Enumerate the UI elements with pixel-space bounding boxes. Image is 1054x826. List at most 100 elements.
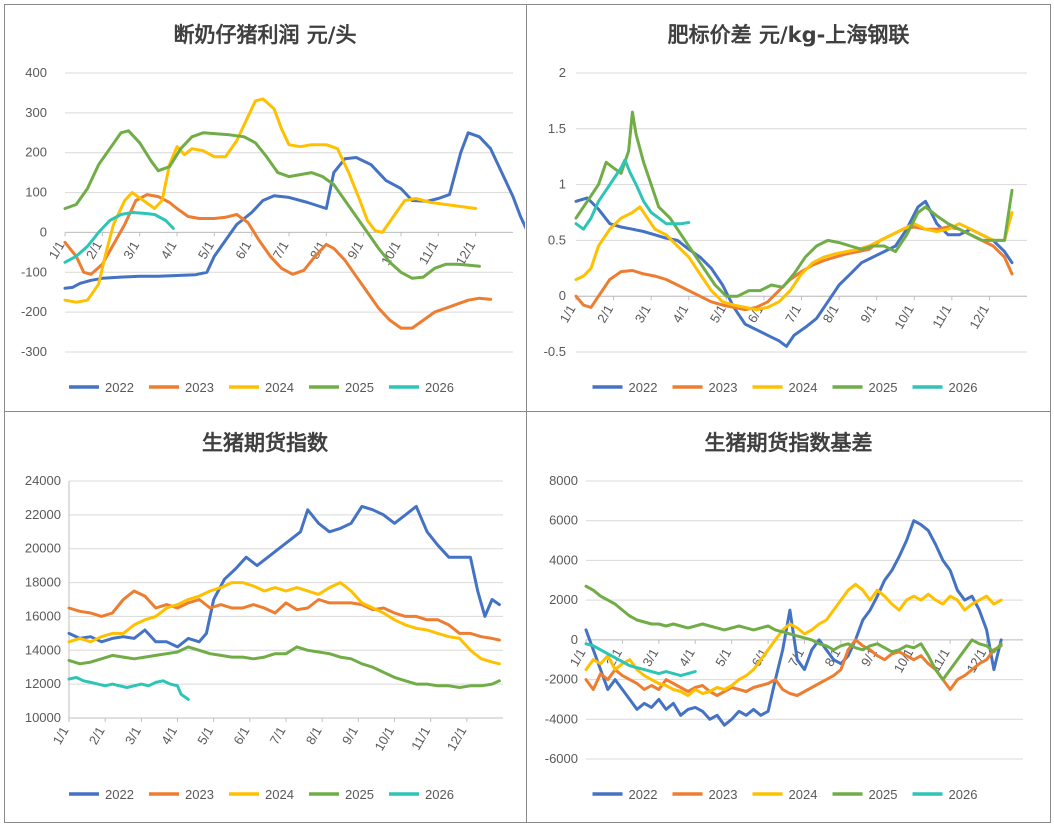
legend-label: 2024: [265, 787, 294, 802]
chart-hog-futures-index: 生猪期货指数 24000 22000 20000 18000 16000 14000 120…: [5, 413, 525, 821]
series-line-2026: [584, 642, 697, 678]
x-tick-label: 8/1: [307, 238, 329, 261]
y-tick-label: 0: [571, 632, 578, 647]
y-tick-label: 300: [25, 105, 47, 120]
x-tick-label: 6/1: [230, 724, 252, 747]
series-line-2024: [574, 205, 1014, 312]
legend-label: 2023: [709, 787, 738, 802]
y-tick-label: -200: [21, 304, 47, 319]
series-line-2025: [63, 129, 481, 280]
y-tick-label: 0.5: [548, 232, 566, 247]
x-tick-label: 10/1: [371, 724, 397, 753]
series-line-2025: [67, 645, 501, 689]
series-line-2023: [584, 638, 1003, 697]
legend-label: 2022: [105, 787, 134, 802]
x-tick-label: 6/1: [232, 238, 254, 261]
series-line-2026: [67, 675, 190, 701]
series-line-2024: [67, 581, 501, 666]
y-tick-label: 100: [25, 185, 47, 200]
chart-fat-standard-spread: 肥标价差 元/kg-上海钢联 2 1.5 1 0.5 0 -0.5 1/1 2/1 3/1 4/1…: [528, 5, 1049, 410]
series-line-2024: [63, 97, 478, 304]
legend-label: 2025: [345, 380, 374, 395]
x-tick-label: 3/1: [632, 302, 654, 325]
chart-plot: 24000 22000 20000 18000 16000 14000 12000 10000…: [25, 473, 503, 802]
y-tick-label: 2: [559, 65, 566, 80]
y-tick-label: 10000: [25, 710, 61, 725]
y-tick-label: 6000: [549, 513, 578, 528]
y-tick-label: 24000: [25, 473, 61, 488]
y-tick-label: 2000: [549, 592, 578, 607]
y-tick-label: 1: [559, 177, 566, 192]
chart-title: 断奶仔猪利润 元/头: [173, 23, 357, 47]
legend-label: 2026: [425, 787, 454, 802]
legend-label: 2025: [869, 380, 898, 395]
y-tick-label: -4000: [545, 711, 578, 726]
x-tick-label: 11/1: [416, 238, 441, 267]
x-tick-label: 11/1: [408, 724, 433, 753]
series-line-2025: [574, 110, 1014, 298]
y-tick-label: 0: [559, 288, 566, 303]
x-tick-label: 7/1: [782, 302, 804, 325]
legend-label: 2026: [949, 787, 978, 802]
y-tick-label: 20000: [25, 541, 61, 556]
series-line-2022: [63, 131, 525, 290]
legend-label: 2024: [265, 380, 294, 395]
x-tick-label: 2/1: [594, 302, 616, 325]
x-tick-label: 2/1: [86, 724, 108, 747]
horizontal-divider: [4, 411, 1050, 412]
x-tick-label: 3/1: [639, 646, 661, 669]
x-tick-label: 1/1: [567, 646, 589, 669]
series-line-2024: [584, 582, 1003, 697]
legend-label: 2025: [869, 787, 898, 802]
x-tick-label: 9/1: [857, 302, 879, 325]
legend-label: 2023: [709, 380, 738, 395]
y-tick-label: 4000: [549, 552, 578, 567]
x-tick-label: 2/1: [83, 238, 105, 261]
series-line-2023: [574, 225, 1014, 312]
x-tick-label: 1/1: [50, 724, 72, 747]
x-tick-label: 7/1: [267, 724, 289, 747]
y-tick-label: 0: [40, 224, 47, 239]
y-tick-label: 18000: [25, 575, 61, 590]
outer-frame: [4, 4, 1051, 823]
series-line-2026: [574, 158, 691, 231]
x-tick-label: 12/1: [444, 724, 470, 753]
y-tick-label: 22000: [25, 507, 61, 522]
series-line-2022: [67, 504, 501, 649]
legend-label: 2022: [105, 380, 134, 395]
y-tick-label: -0.5: [544, 344, 566, 359]
x-tick-label: 12/1: [966, 302, 992, 331]
x-tick-label: 11/1: [929, 302, 954, 331]
legend-label: 2024: [789, 787, 818, 802]
x-tick-label: 3/1: [120, 238, 142, 261]
series-line-2023: [67, 589, 501, 642]
y-tick-label: 12000: [25, 676, 61, 691]
y-tick-label: -6000: [545, 751, 578, 766]
y-tick-label: 400: [25, 65, 47, 80]
y-tick-label: 200: [25, 145, 47, 160]
y-tick-label: 14000: [25, 642, 61, 657]
chart-hog-futures-basis: 生猪期货指数基差 8000 6000 4000 2000 0 -2000 -4000 -600…: [528, 413, 1049, 821]
x-tick-label: 10/1: [891, 302, 917, 331]
y-tick-label: -300: [21, 344, 47, 359]
chart-title: 生猪期货指数: [202, 431, 328, 455]
legend-label: 2023: [185, 380, 214, 395]
y-tick-label: -100: [21, 264, 47, 279]
x-tick-label: 5/1: [712, 646, 734, 669]
chart-title: 生猪期货指数基差: [704, 431, 873, 455]
legend-label: 2022: [629, 787, 658, 802]
x-tick-label: 4/1: [158, 724, 180, 747]
y-tick-label: 16000: [25, 608, 61, 623]
y-tick-label: 8000: [549, 473, 578, 488]
legend-label: 2025: [345, 787, 374, 802]
chart-weaned-piglet-profit: 断奶仔猪利润 元/头 400 300 200 100 0 -100 -200 -300 1/1 2…: [5, 5, 525, 410]
legend-label: 2026: [949, 380, 978, 395]
x-tick-label: 9/1: [339, 724, 361, 747]
legend-label: 2023: [185, 787, 214, 802]
vertical-divider: [526, 4, 527, 822]
legend-label: 2024: [789, 380, 818, 395]
series-line-2026: [63, 211, 175, 264]
legend-label: 2022: [629, 380, 658, 395]
